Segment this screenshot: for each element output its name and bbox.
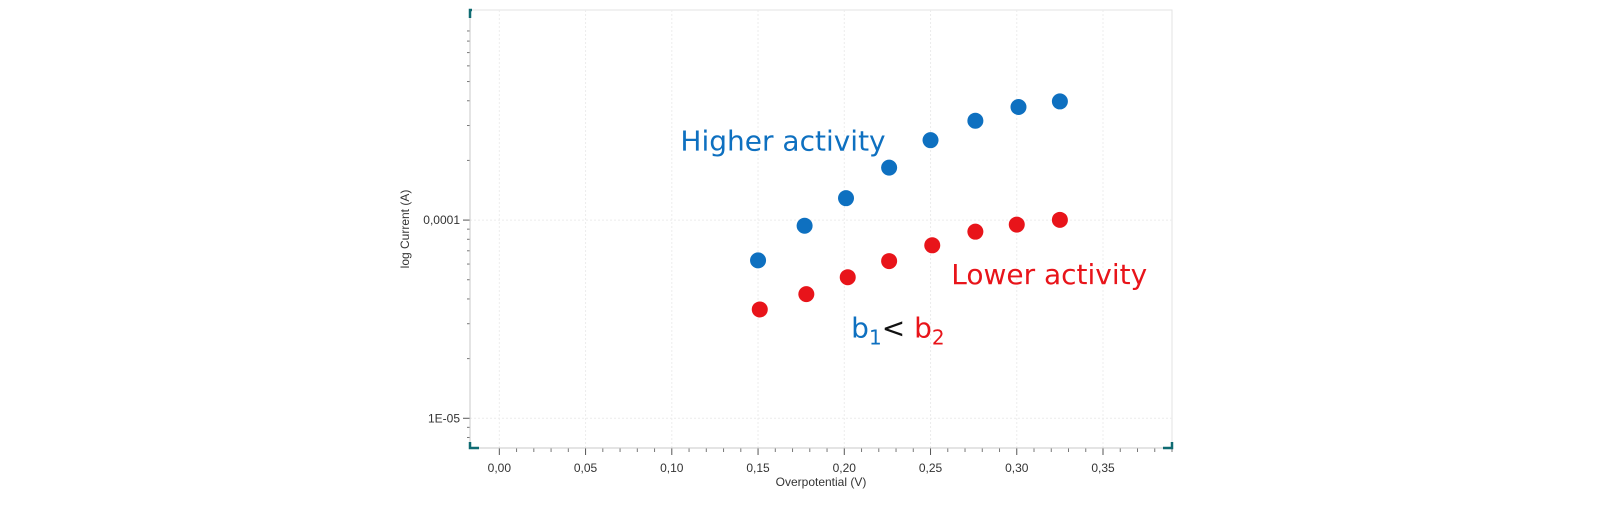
x-tick-label: 0,10 xyxy=(660,461,684,475)
x-axis-label: Overpotential (V) xyxy=(776,475,867,489)
corner-marker-bottom-right xyxy=(1163,442,1174,450)
x-tick-label: 0,00 xyxy=(488,461,512,475)
higher-activity-point xyxy=(967,112,984,129)
b1-subscript: 1 xyxy=(869,326,882,350)
formula-space xyxy=(905,312,914,345)
lower-activity-point xyxy=(798,286,815,303)
lower-activity-annotation: Lower activity xyxy=(951,258,1147,291)
higher-activity-point xyxy=(838,190,855,207)
b2-base: b xyxy=(914,312,932,345)
data-points xyxy=(750,93,1068,318)
x-tick-label: 0,35 xyxy=(1091,461,1115,475)
y-tick-label: 0,0001 xyxy=(423,213,460,227)
lower-activity-point xyxy=(967,223,984,240)
less-than-operator: < xyxy=(882,312,905,345)
tick-labels: 0,00 0,05 0,10 0,15 0,20 0,25 0,30 0,35 0,0001 1E… xyxy=(423,213,1115,475)
grid xyxy=(470,10,1172,448)
x-tick-label: 0,20 xyxy=(833,461,857,475)
higher-activity-point xyxy=(750,252,767,269)
higher-activity-point xyxy=(796,217,813,234)
x-tick-label: 0,25 xyxy=(919,461,943,475)
lower-activity-point xyxy=(924,237,941,254)
x-tick-label: 0,05 xyxy=(574,461,598,475)
corner-marker-bottom-left xyxy=(468,442,479,450)
lower-activity-point xyxy=(751,301,768,318)
plot-area xyxy=(469,9,1173,449)
plot-background xyxy=(469,9,1173,449)
higher-activity-point xyxy=(881,159,898,176)
higher-activity-point xyxy=(1051,93,1068,110)
axes xyxy=(463,8,1174,455)
higher-activity-annotation: Higher activity xyxy=(680,124,885,157)
lower-activity-point xyxy=(1051,211,1068,228)
lower-activity-point xyxy=(839,269,856,286)
higher-activity-point xyxy=(1010,99,1027,116)
b1-base: b xyxy=(851,312,869,345)
tafel-slope-formula: b1< b2 xyxy=(851,312,944,350)
x-tick-label: 0,30 xyxy=(1005,461,1029,475)
y-axis-label: log Current (A) xyxy=(398,190,412,269)
lower-activity-point xyxy=(881,253,898,270)
x-tick-label: 0,15 xyxy=(746,461,770,475)
higher-activity-point xyxy=(922,132,939,149)
b2-subscript: 2 xyxy=(932,326,945,350)
corner-marker-top-left xyxy=(468,8,472,18)
lower-activity-point xyxy=(1008,216,1025,233)
y-tick-label: 1E-05 xyxy=(428,411,460,425)
